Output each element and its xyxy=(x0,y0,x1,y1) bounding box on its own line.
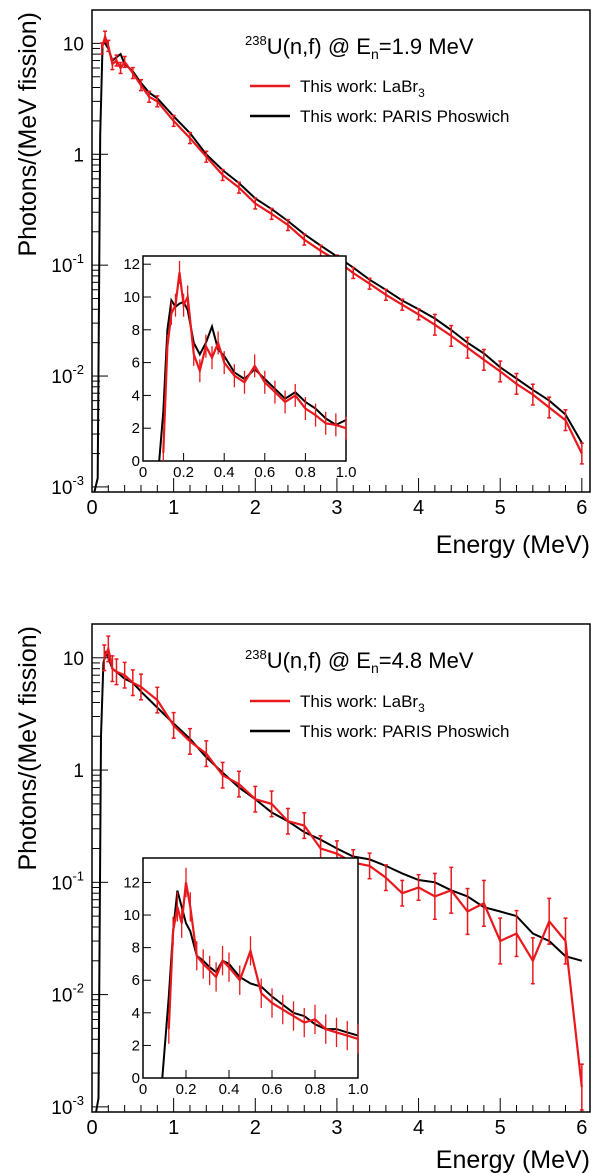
inset-x-tick-label: 1.0 xyxy=(348,1081,369,1098)
inset-y-tick-label: 2 xyxy=(132,420,140,437)
y-axis-label: Photons/(MeV fission) xyxy=(14,12,42,257)
inset-x-tick-label: 0 xyxy=(139,1081,147,1098)
title-isotope: 238 xyxy=(245,33,267,48)
inset-y-tick-label: 10 xyxy=(123,289,140,306)
x-tick-label: 0 xyxy=(86,1117,97,1139)
inset-x-tick-label: 0 xyxy=(139,464,147,481)
series-line-labr3 xyxy=(103,645,583,1088)
x-axis-label: Energy (MeV) xyxy=(436,1146,590,1173)
inset-y-tick-label: 2 xyxy=(132,1037,140,1054)
inset-y-tick-label: 8 xyxy=(132,940,140,957)
x-tick-label: 2 xyxy=(250,497,261,519)
series-line-paris xyxy=(93,42,583,493)
title-value: =1.9 MeV xyxy=(379,34,474,59)
inset-x-tick-label: 0.4 xyxy=(219,1081,240,1098)
inset-y-tick-label: 6 xyxy=(132,355,140,372)
y-tick-label: 10 xyxy=(63,34,84,55)
inset-y-tick-label: 0 xyxy=(132,453,140,470)
inset-series-labr3 xyxy=(167,882,359,1040)
title-subscript: n xyxy=(371,660,379,676)
legend-labr3-name: This work: LaBr xyxy=(300,692,418,711)
legend-label-labr3: This work: LaBr3 xyxy=(300,692,425,715)
title-value: =4.8 MeV xyxy=(379,648,474,673)
inset-x-tick-label: 0.4 xyxy=(214,464,235,481)
inset-y-tick-label: 4 xyxy=(132,1005,140,1022)
y-tick-label: 10-1 xyxy=(51,868,84,894)
x-tick-label: 3 xyxy=(331,497,342,519)
plot-frame xyxy=(91,623,591,1113)
y-tick-label: 10-1 xyxy=(51,251,84,277)
inset-frame xyxy=(142,255,347,462)
plot-frame xyxy=(91,9,591,493)
x-tick-label: 6 xyxy=(576,1117,587,1139)
y-tick-label: 1 xyxy=(73,145,84,166)
inset-y-tick-label: 12 xyxy=(123,874,140,891)
legend: This work: LaBr3 This work: PARIS Phoswi… xyxy=(250,77,509,126)
x-tick-label: 5 xyxy=(495,497,506,519)
x-tick-label: 0 xyxy=(86,497,97,519)
x-tick-label: 6 xyxy=(576,497,587,519)
title-text: 238U(n,f) @ En=4.8 MeV xyxy=(245,647,474,676)
x-tick-label: 1 xyxy=(168,1117,179,1139)
y-axis-label: Photons/(MeV fission) xyxy=(14,626,42,871)
x-tick-label: 4 xyxy=(413,497,424,519)
legend-labr3-sub: 3 xyxy=(418,701,425,715)
y-tick-label: 10 xyxy=(63,649,84,670)
inset-x-tick-label: 0.6 xyxy=(254,464,275,481)
y-tick-label: 10-3 xyxy=(51,1093,84,1119)
inset-y-tick-label: 4 xyxy=(132,387,140,404)
inset-y-tick-label: 10 xyxy=(123,907,140,924)
legend-labr3-name: This work: LaBr xyxy=(300,77,418,96)
x-tick-label: 4 xyxy=(413,1117,424,1139)
inset-lower: 0 0.2 0.4 0.6 0.8 1.0 0 2 4 6 8 10 12 xyxy=(123,857,369,1098)
legend-label-paris: This work: PARIS Phoswich xyxy=(300,722,509,741)
inset-upper: 0 0.2 0.4 0.6 0.8 1.0 0 2 4 6 8 10 12 xyxy=(123,255,357,481)
legend-label-labr3: This work: LaBr3 xyxy=(300,77,425,100)
inset-y-tick-label: 0 xyxy=(132,1070,140,1087)
y-tick-label: 10-3 xyxy=(51,473,84,499)
inset-y-tick-label: 8 xyxy=(132,322,140,339)
inset-x-tick-label: 0.2 xyxy=(173,464,194,481)
x-tick-label: 5 xyxy=(495,1117,506,1139)
title-subscript: n xyxy=(371,46,379,62)
chart-title: 238U(n,f) @ En=1.9 MeV xyxy=(245,33,474,62)
x-tick-label: 3 xyxy=(331,1117,342,1139)
inset-frame xyxy=(142,857,359,1079)
inset-x-tick-label: 1.0 xyxy=(336,464,357,481)
y-tick-label: 10-2 xyxy=(51,981,84,1007)
inset-x-tick-label: 0.2 xyxy=(176,1081,197,1098)
title-main: U(n,f) @ E xyxy=(267,648,371,673)
title-text: 238U(n,f) @ En=1.9 MeV xyxy=(245,33,474,62)
inset-x-tick-label: 0.6 xyxy=(262,1081,283,1098)
x-tick-label: 1 xyxy=(168,497,179,519)
inset-x-tick-label: 0.8 xyxy=(305,1081,326,1098)
legend-label-paris: This work: PARIS Phoswich xyxy=(300,107,509,126)
chart-title: 238U(n,f) @ En=4.8 MeV xyxy=(245,647,474,676)
title-main: U(n,f) @ E xyxy=(267,34,371,59)
y-tick-label: 10-2 xyxy=(51,362,84,388)
inset-x-tick-label: 0.8 xyxy=(295,464,316,481)
x-axis-label: Energy (MeV) xyxy=(436,531,590,559)
inset-y-tick-label: 6 xyxy=(132,972,140,989)
legend-labr3-sub: 3 xyxy=(418,86,425,100)
x-tick-label: 2 xyxy=(250,1117,261,1139)
y-tick-label: 1 xyxy=(73,761,84,782)
title-isotope: 238 xyxy=(245,647,267,662)
inset-y-tick-label: 12 xyxy=(123,256,140,273)
legend: This work: LaBr3 This work: PARIS Phoswi… xyxy=(250,692,509,741)
